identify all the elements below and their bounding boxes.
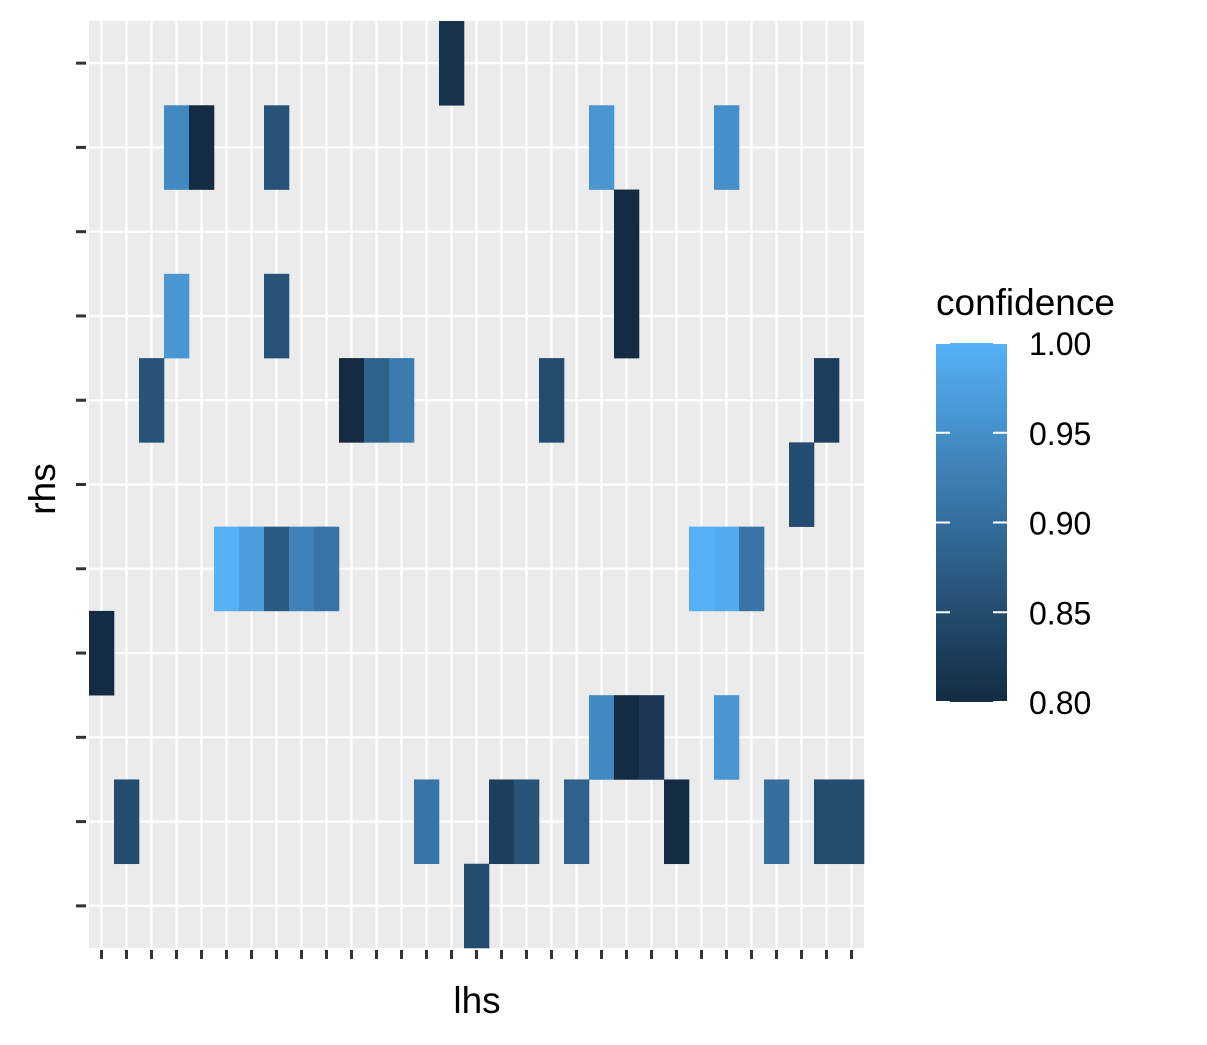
heatmap-cell [464,863,490,949]
heatmap-cell [164,273,190,359]
heatmap-cell [264,273,290,359]
heatmap-cell [214,526,240,612]
heatmap-cell [139,358,165,443]
heatmap-cell [389,358,415,443]
heatmap-cell [689,526,715,612]
heatmap-cell [589,105,615,190]
legend-tick-label: 1.00 [1029,326,1091,362]
heatmap-cell [789,442,815,527]
heatmap-cell [714,695,740,780]
legend-tick-label: 0.95 [1029,416,1091,452]
heatmap-cell [714,526,740,612]
heatmap-cell [114,779,140,865]
heatmap-cell [539,358,565,443]
axes [76,61,853,959]
heatmap-cells [89,21,865,949]
heatmap-cell [339,358,365,443]
heatmap-cell [314,526,340,612]
legend-tick-label: 0.90 [1029,506,1091,542]
legend-ticks: 1.00 0.95 0.90 0.85 0.80 [936,326,1091,721]
heatmap-cell [664,779,690,865]
legend-tick-label: 0.80 [1029,685,1091,721]
heatmap-cell [714,105,740,190]
legend-title: confidence [936,282,1115,323]
heatmap-cell [639,695,665,780]
heatmap-cell [239,526,265,612]
heatmap-cell [189,105,215,190]
heatmap-cell [89,610,115,696]
heatmap-cell [164,105,190,190]
heatmap-cell [614,273,640,359]
x-axis-title: lhs [453,980,500,1021]
heatmap-cell [839,779,865,865]
heatmap-cell [614,189,640,275]
heatmap-cell [489,779,515,865]
heatmap-cell [814,779,840,865]
y-axis-title: rhs [22,463,63,514]
heatmap-cell [364,358,390,443]
heatmap-cell [264,105,290,190]
heatmap-cell [514,779,540,865]
heatmap-cell [289,526,315,612]
heatmap-cell [264,526,290,612]
heatmap-cell [414,779,440,865]
heatmap-cell [439,21,465,106]
heatmap-cell [739,526,765,612]
heatmap-cell [814,358,840,443]
heatmap-cell [589,695,615,780]
heatmap-cell [614,695,640,780]
legend: confidence 1.00 0.95 0.90 0.85 0.80 [936,282,1115,721]
legend-tick-label: 0.85 [1029,595,1091,631]
heatmap-cell [764,779,790,865]
heatmap-cell [564,779,590,865]
